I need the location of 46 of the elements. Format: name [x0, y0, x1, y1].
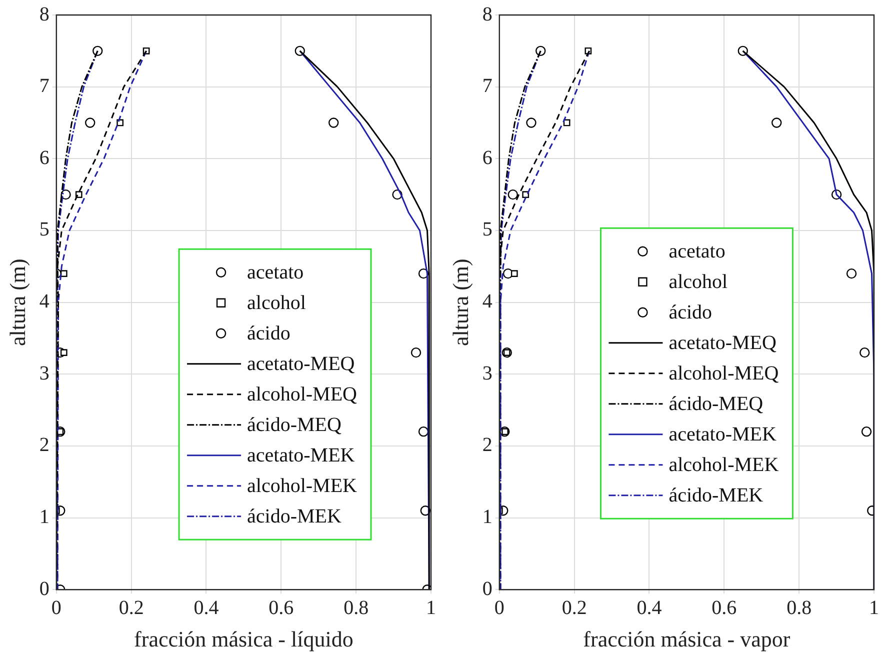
y-tick-label: 7 [482, 75, 492, 98]
legend-label: ácido-MEQ [668, 393, 764, 416]
x-tick-label: 1 [869, 596, 879, 619]
legend-label: alcohol [668, 271, 728, 294]
x-axis-title: fracción másica - líquido [134, 626, 354, 652]
legend-label: ácido-MEK [668, 484, 764, 507]
legend-label: ácido [668, 302, 712, 324]
y-tick-label: 0 [39, 578, 50, 600]
y-tick-label: 2 [39, 434, 50, 456]
y-tick-label: 2 [482, 434, 492, 456]
legend-label: acetato [668, 240, 726, 263]
y-tick-label: 7 [39, 75, 50, 98]
x-tick-label: 0.6 [268, 596, 294, 619]
legend-label: ácido-MEK [247, 506, 342, 528]
x-tick-label: 0.8 [344, 596, 369, 619]
legend-label: acetato-MEK [247, 444, 356, 467]
x-tick-label: 0.6 [712, 596, 737, 619]
y-tick-label: 0 [482, 578, 492, 600]
y-tick-label: 3 [39, 362, 50, 384]
y-tick-label: 8 [39, 3, 50, 26]
legend-label: ácido-MEQ [247, 414, 342, 436]
x-tick-label: 0.2 [118, 596, 144, 619]
y-tick-label: 3 [482, 362, 492, 384]
y-tick-label: 4 [39, 290, 50, 313]
x-tick-label: 0.8 [786, 596, 812, 619]
y-tick-label: 6 [482, 146, 492, 169]
y-axis-title: altura (m) [448, 258, 473, 346]
legend-label: acetato [247, 262, 304, 284]
legend-label: acetato-MEQ [247, 353, 356, 376]
y-tick-label: 5 [482, 218, 492, 241]
y-axis-title: altura (m) [4, 258, 30, 346]
y-tick-label: 4 [482, 290, 492, 313]
y-tick-label: 5 [39, 218, 50, 241]
y-tick-label: 1 [482, 506, 492, 528]
y-tick-label: 6 [39, 146, 50, 169]
y-tick-label: 8 [482, 3, 492, 26]
legend-label: alcohol-MEQ [247, 384, 358, 406]
x-tick-label: 0.4 [636, 596, 662, 619]
x-tick-label: 0.2 [562, 596, 587, 619]
legend-label: ácido [247, 322, 290, 345]
y-tick-label: 1 [39, 506, 50, 528]
x-tick-label: 1 [426, 596, 436, 619]
x-axis-title: fracción másica - vapor [583, 626, 791, 652]
legend-label: alcohol [247, 292, 306, 314]
legend-label: alcohol-MEK [247, 475, 358, 498]
x-tick-label: 0.4 [194, 596, 219, 619]
